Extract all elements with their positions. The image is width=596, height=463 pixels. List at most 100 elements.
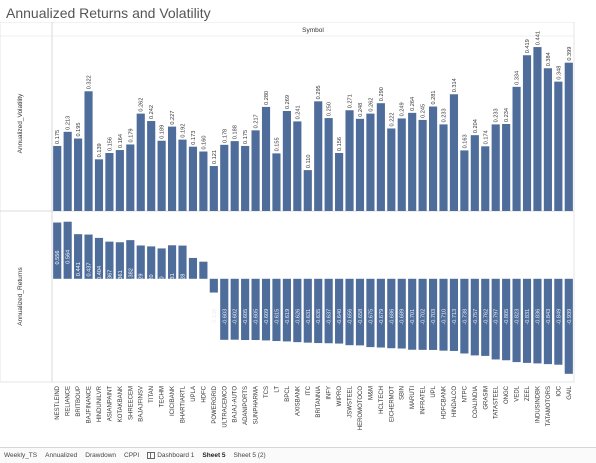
tab-label: Sheet 5 (2) xyxy=(234,452,266,459)
tab-sheet-5-2[interactable]: Sheet 5 (2) xyxy=(230,452,270,459)
tab-label: Annualized xyxy=(45,452,77,459)
category-label: BPCL xyxy=(285,385,291,401)
return-label: 0.329 xyxy=(139,273,145,287)
category-label: TCS xyxy=(264,386,270,398)
return-label: 0.361 xyxy=(118,270,124,284)
volatility-label: 0.160 xyxy=(201,136,207,150)
volatility-bar xyxy=(398,118,406,211)
category-label: MARUTI xyxy=(410,386,416,409)
volatility-label: 0.241 xyxy=(295,105,301,119)
tab-dashboard-1[interactable]: Dashboard 1 xyxy=(143,452,198,459)
volatility-bar xyxy=(272,153,280,211)
tab-annualized[interactable]: Annualized xyxy=(41,452,81,459)
volatility-label: 0.419 xyxy=(525,39,531,53)
return-label: -0.843 xyxy=(546,309,552,325)
volatility-bar xyxy=(293,121,301,211)
return-bar xyxy=(147,246,155,278)
volatility-label: 0.163 xyxy=(462,134,468,148)
return-label: 0.169 xyxy=(201,290,207,304)
volatility-bar xyxy=(220,145,228,211)
volatility-bar xyxy=(116,150,124,211)
volatility-label: 0.399 xyxy=(567,47,573,61)
return-label: -0.797 xyxy=(494,309,500,325)
volatility-bar xyxy=(147,121,155,211)
return-label: -0.702 xyxy=(421,309,427,325)
volatility-label: 0.164 xyxy=(118,134,124,148)
return-label: 0.328 xyxy=(181,274,187,288)
volatility-bar xyxy=(95,159,103,211)
return-label: -0.701 xyxy=(410,309,416,325)
volatility-bar xyxy=(210,166,218,211)
volatility-label: 0.222 xyxy=(389,112,395,126)
return-label: -0.631 xyxy=(306,309,312,325)
return-label: -0.626 xyxy=(295,309,301,325)
return-bar xyxy=(189,258,197,279)
volatility-bar xyxy=(533,47,541,211)
category-label: ASIANPAINT xyxy=(107,386,113,422)
annualized-chart: SymbolAnnualized_VolatilityAnnualized_Re… xyxy=(0,22,596,447)
volatility-label: 0.262 xyxy=(368,98,374,112)
volatility-label: 0.217 xyxy=(254,114,260,128)
category-label: JSWSTEEL xyxy=(348,385,354,417)
volatility-label: 0.175 xyxy=(55,130,61,144)
category-label: HINDUNILVR xyxy=(97,385,103,422)
volatility-bar xyxy=(178,140,186,211)
volatility-label: 0.250 xyxy=(327,102,333,116)
volatility-label: 0.233 xyxy=(494,108,500,122)
volatility-label: 0.249 xyxy=(400,102,406,116)
category-label: EICHERMOT xyxy=(389,386,395,422)
tab-weekly-ts[interactable]: Weekly_TS xyxy=(0,452,41,459)
category-label: M&M xyxy=(368,386,374,400)
row-header-returns: Annualized_Returns xyxy=(17,266,24,325)
volatility-bar xyxy=(84,91,92,211)
return-label: 0.564 xyxy=(66,250,72,264)
category-label: TATASTEEL xyxy=(494,385,500,419)
category-label: BHARTIARTL xyxy=(181,385,187,423)
return-label: -0.635 xyxy=(316,309,322,325)
volatility-bar xyxy=(492,124,500,211)
volatility-bar xyxy=(168,127,176,211)
volatility-bar xyxy=(53,146,61,211)
volatility-bar xyxy=(325,118,333,211)
return-label: -0.823 xyxy=(515,309,521,325)
volatility-label: 0.348 xyxy=(556,66,562,80)
volatility-label: 0.175 xyxy=(243,130,249,144)
category-label: INDUSINDBK xyxy=(535,386,541,423)
category-label: SUNPHARMA xyxy=(254,386,260,424)
volatility-bar xyxy=(189,147,197,211)
volatility-bar xyxy=(137,114,145,211)
return-label: -0.637 xyxy=(327,309,333,325)
volatility-bar xyxy=(199,152,207,211)
volatility-label: 0.271 xyxy=(348,94,354,108)
volatility-bar xyxy=(105,153,113,211)
volatility-bar xyxy=(252,130,260,211)
category-label: BRITBOUP xyxy=(76,386,82,417)
tab-cppi[interactable]: CPPI xyxy=(120,452,143,459)
column-header-symbol: Symbol xyxy=(302,27,324,34)
category-label: RELIANCE xyxy=(66,386,72,416)
volatility-label: 0.242 xyxy=(149,105,155,119)
return-label: -0.703 xyxy=(431,309,437,325)
volatility-label: 0.245 xyxy=(421,104,427,118)
category-label: ZEEL xyxy=(525,385,531,401)
return-label: -0.689 xyxy=(400,309,406,325)
tab-drawdown[interactable]: Drawdown xyxy=(81,452,120,459)
return-label: 0.556 xyxy=(55,251,61,265)
volatility-bar xyxy=(304,170,312,211)
category-label: AXISBANK xyxy=(295,386,301,416)
return-label: -0.762 xyxy=(483,309,489,325)
volatility-label: 0.234 xyxy=(504,108,510,122)
category-label: POWERGRID xyxy=(212,385,218,423)
category-label: ONGC xyxy=(504,385,510,404)
return-label: 0.206 xyxy=(191,286,197,300)
volatility-label: 0.204 xyxy=(473,119,479,133)
volatility-label: 0.334 xyxy=(515,71,521,85)
return-label: -0.710 xyxy=(442,309,448,325)
return-label: 0.404 xyxy=(97,266,103,280)
return-label: -0.757 xyxy=(473,309,479,325)
return-label: -0.658 xyxy=(358,309,364,325)
tab-sheet-5[interactable]: Sheet 5 xyxy=(198,452,229,459)
return-label: -0.939 xyxy=(567,309,573,325)
return-label: -0.836 xyxy=(535,309,541,325)
category-label: INFY xyxy=(327,386,333,400)
